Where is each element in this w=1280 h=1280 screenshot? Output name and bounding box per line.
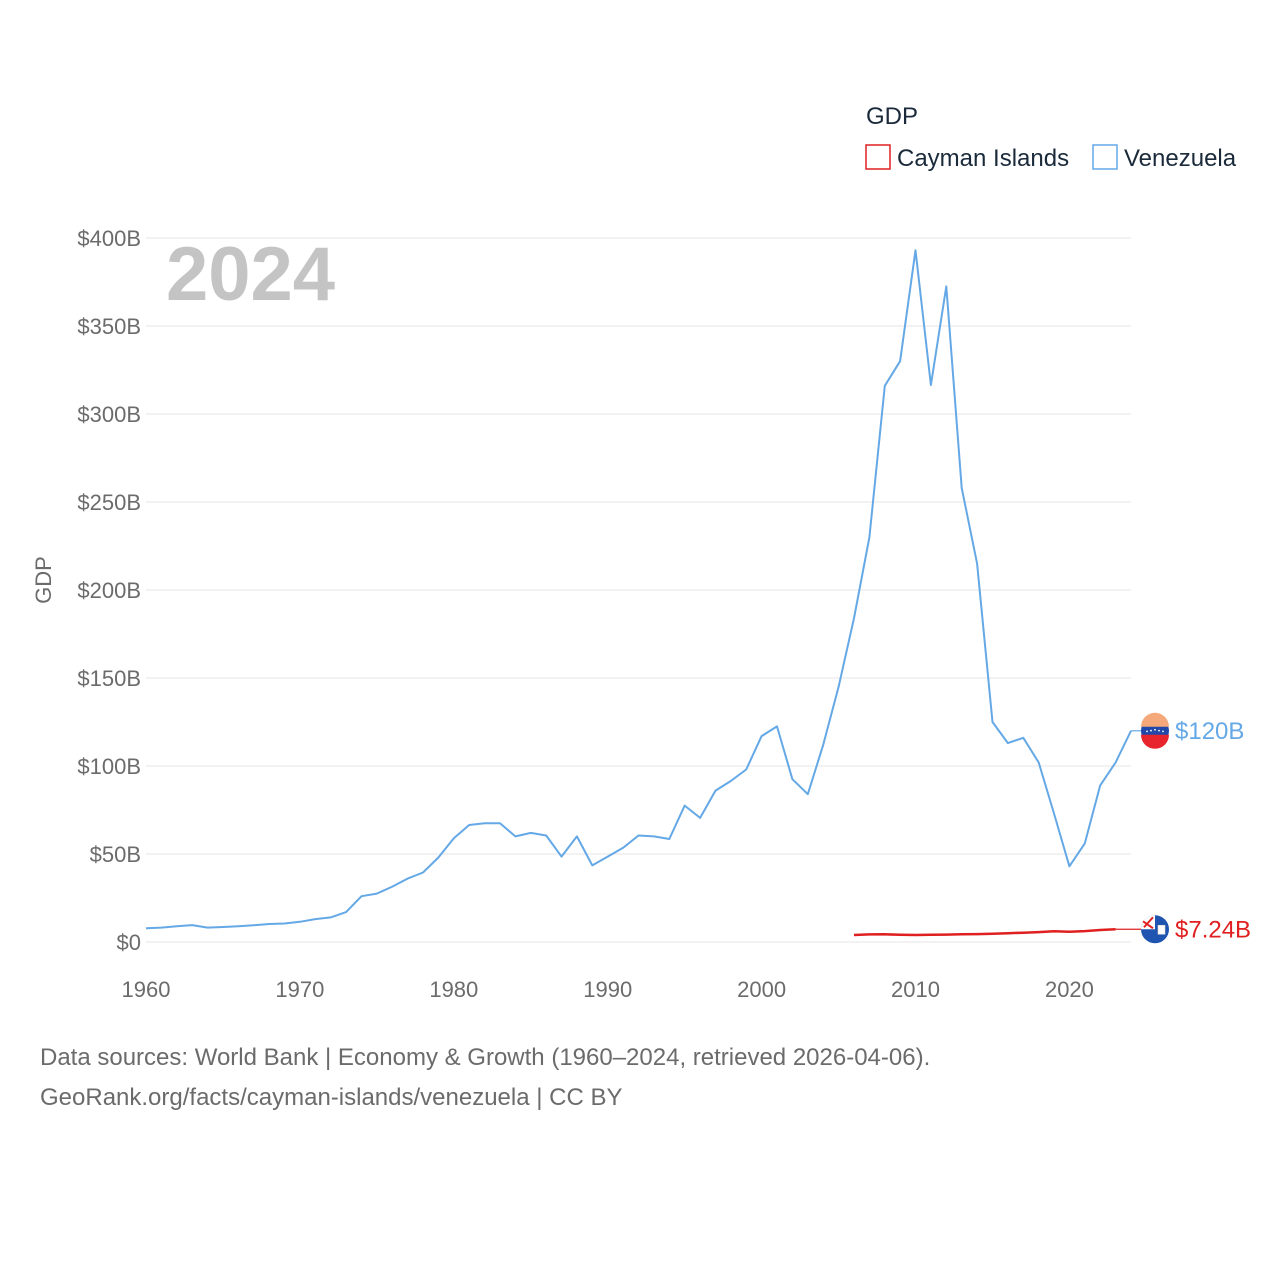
legend-item-cayman-islands[interactable]: Cayman Islands [865,144,1069,172]
x-axis-ticks: 1960 1970 1980 1990 2000 2010 2020 [122,977,1094,1002]
flag-icon-cayman-islands [1141,915,1169,944]
y-tick-label: $0 [117,930,141,955]
series-lines [145,249,1132,937]
legend-swatch-venezuela [1092,144,1118,170]
attribution-link[interactable]: GeoRank.org/facts/cayman-islands/venezue… [40,1084,623,1111]
y-tick-label: $350B [77,314,141,339]
y-axis-ticks: $0 $50B $100B $150B $200B $250B $300B $350B $400… [77,226,141,955]
end-label-venezuela: $120B [1175,718,1244,745]
y-tick-label: $300B [77,402,141,427]
year-watermark: 2024 [166,232,335,317]
x-tick-label: 2020 [1045,977,1094,1002]
x-tick-label: 1980 [429,977,478,1002]
series-line-cayman-islands [853,928,1116,937]
x-tick-label: 1990 [583,977,632,1002]
y-axis-label: GDP [31,556,56,604]
y-tick-label: $250B [77,490,141,515]
x-tick-label: 1970 [275,977,324,1002]
x-tick-label: 2010 [891,977,940,1002]
flag-icon-venezuela [1141,712,1169,749]
y-tick-label: $400B [77,226,141,251]
legend-label-venezuela: Venezuela [1124,145,1237,172]
legend-item-venezuela[interactable]: Venezuela [1092,144,1237,172]
series-line-venezuela [145,249,1132,930]
end-label-cayman-islands: $7.24B [1175,916,1251,943]
y-tick-label: $50B [90,842,141,867]
y-tick-label: $100B [77,754,141,779]
y-tick-label: $200B [77,578,141,603]
legend-swatch-cayman-islands [865,144,891,170]
gridlines [146,237,1131,943]
y-tick-label: $150B [77,666,141,691]
legend-title: GDP [866,103,918,130]
legend-label-cayman-islands: Cayman Islands [897,145,1069,172]
series-end-markers: $7.24B $120B [1115,712,1251,944]
source-note: Data sources: World Bank | Economy & Gro… [40,1044,931,1071]
x-tick-label: 2000 [737,977,786,1002]
x-tick-label: 1960 [122,977,171,1002]
